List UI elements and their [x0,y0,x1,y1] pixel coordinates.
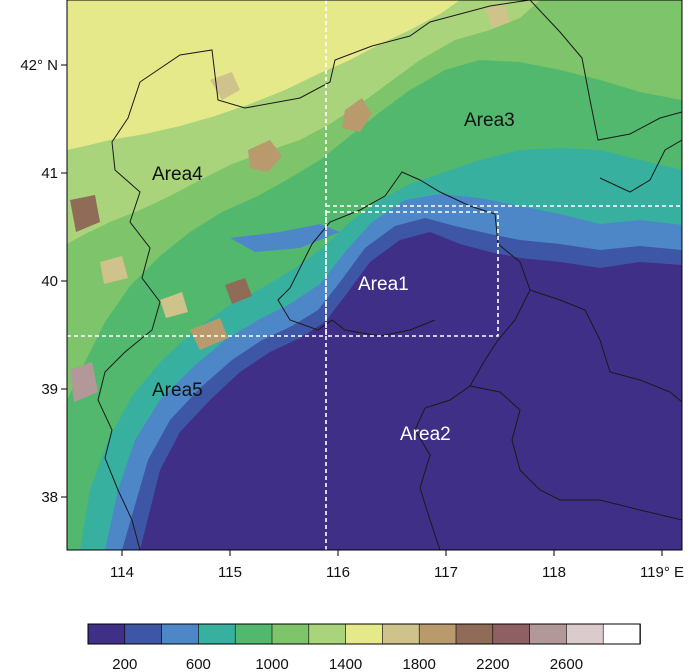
colorbar-cell [271,623,310,645]
colorbar-cell [234,623,273,645]
colorbar-cell [529,623,568,645]
colorbar-cell [308,623,347,645]
colorbar-cell [418,623,457,645]
boundary-line [599,139,682,193]
area4-label: Area4 [152,164,203,185]
colorbar-label: 200 [112,656,137,672]
lat-tick-38: 38 [41,489,58,506]
lon-tick-118: 118 [542,564,566,581]
lon-tick-115: 115 [218,564,242,581]
map-panel: Area1 Area2 Area3 Area4 Area5 [67,0,682,550]
colorbar-cell [345,623,384,645]
lon-tick-119: 119° E [640,564,684,581]
high-patch [190,318,228,350]
high-patch [100,256,128,284]
high-patch [70,362,98,402]
area-dividers [67,0,682,550]
colorbar-cell [161,623,200,645]
terrain-band-7 [67,0,460,150]
colorbar-cell [198,623,236,645]
lat-tick-39: 39 [41,381,58,398]
boundary-line [469,385,682,521]
lat-tick-40: 40 [41,273,58,290]
elevation-colorbar: 200 600 1000 1400 1800 2200 2600 [87,623,641,672]
colorbar-cell [382,623,420,645]
boundary-line [529,289,682,403]
colorbar-cell [602,623,641,645]
area3-label: Area3 [464,110,515,131]
admin-boundaries [97,0,682,550]
high-patch [160,292,188,318]
latitude-axis [61,64,67,498]
colorbar-label: 600 [186,656,211,672]
colorbar-label: 1400 [329,656,362,672]
colorbar-cells [87,623,641,645]
colorbar-cell [87,623,126,645]
area1-box [325,211,499,337]
area5-label: Area5 [152,380,203,401]
high-patch [485,4,510,28]
colorbar-label: 2600 [550,656,583,672]
colorbar-cell [455,623,494,645]
lon-tick-116: 116 [326,564,350,581]
high-patch [342,98,372,132]
boundary-line [139,0,531,109]
colorbar-label: 1000 [255,656,288,672]
area2-label: Area2 [400,424,451,445]
high-patch [248,140,282,172]
high-patch [70,195,100,232]
colorbar-cell [492,623,531,645]
high-patch [225,278,252,304]
valley-strip [230,224,340,252]
colorbar-label: 1800 [403,656,436,672]
lat-tick-42: 42° N [20,57,58,74]
longitude-axis [121,550,663,556]
lat-tick-41: 41 [41,165,58,182]
boundary-line [529,0,682,141]
lon-tick-114: 114 [110,564,134,581]
high-patch [210,72,240,100]
map-frame [66,0,683,551]
colorbar-labels: 200 600 1000 1400 1800 2200 2600 [112,656,583,672]
colorbar-label: 2200 [476,656,509,672]
colorbar-cell [566,623,605,645]
boundary-line [97,81,161,550]
boundary-line [277,243,436,337]
colorbar-frame [87,623,641,645]
area1-label: Area1 [358,274,409,295]
lon-tick-117: 117 [434,564,458,581]
colorbar-cell [124,623,163,645]
